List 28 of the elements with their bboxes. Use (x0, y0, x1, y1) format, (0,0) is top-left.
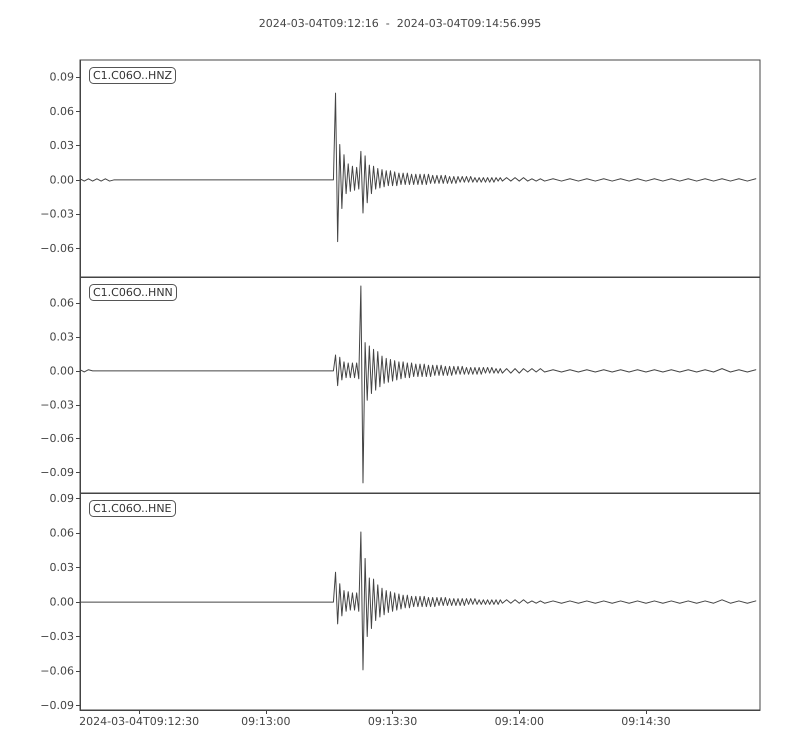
y-tick-label: −0.03 (40, 208, 74, 221)
y-tick-label: −0.09 (40, 466, 74, 480)
y-tick-label: 0.06 (50, 104, 74, 118)
y-tick-label: 0.09 (50, 70, 74, 84)
y-tick-label: −0.06 (40, 432, 74, 446)
y-tick-label: 0.09 (50, 492, 74, 506)
y-tick-label: 0.00 (50, 596, 74, 609)
y-tick-label: 0.03 (50, 561, 74, 574)
x-tick-label: 09:13:00 (241, 715, 291, 728)
y-tick-label: −0.03 (40, 630, 74, 644)
y-tick-label: 0.06 (50, 526, 74, 540)
x-tick-label: 09:13:30 (368, 715, 418, 728)
annotation: C1.C06O..HNZ (93, 69, 173, 82)
y-tick-label: 0.00 (50, 364, 74, 378)
x-tick-label: 09:14:00 (494, 715, 544, 728)
y-tick-label: −0.06 (40, 664, 74, 678)
y-tick-label: 0.00 (50, 173, 74, 186)
x-tick-label: 09:14:30 (621, 715, 671, 728)
annotation: C1.C06O..HNE (93, 502, 172, 515)
y-tick-label: 0.06 (50, 296, 74, 310)
x-tick-label: 2024-03-04T09:12:30 (79, 715, 200, 728)
y-tick-label: 0.03 (50, 330, 74, 344)
annotation: C1.C06O..HNN (93, 286, 173, 299)
chart-title: 2024-03-04T09:12:16 - 2024-03-04T09:14:56.995 (258, 17, 542, 30)
y-tick-label: −0.09 (40, 698, 74, 712)
y-tick-label: −0.06 (40, 242, 74, 255)
y-tick-label: −0.03 (40, 398, 74, 412)
y-tick-label: 0.03 (50, 139, 74, 152)
